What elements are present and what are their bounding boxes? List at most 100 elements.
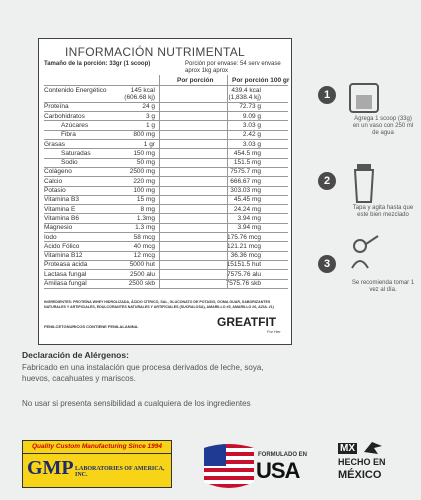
row-line	[44, 250, 288, 252]
per-100g: 151.5 mg	[233, 159, 261, 167]
row-line	[44, 213, 288, 215]
row-name: Carbohidratos	[44, 112, 85, 120]
gmp: GMP	[27, 457, 74, 479]
per-serving: 1.3 mg	[135, 224, 155, 232]
per-100g: 7575.76 skb	[225, 280, 261, 287]
per-serving: 150 mg	[133, 149, 155, 157]
per-100g: 7575.76 alu	[227, 270, 261, 278]
row-name: Magnesio	[44, 224, 73, 232]
brand: GREATFIT	[217, 315, 277, 329]
per-100g: 2.42 g	[242, 131, 261, 139]
row-name: Vitamina B6	[44, 214, 79, 222]
row-name: Saturadas	[61, 149, 91, 157]
col-divider	[227, 75, 228, 290]
servings: Porción por envase: 54 serv envase aprox…	[185, 61, 281, 74]
drink-icon	[351, 235, 379, 269]
row-line	[44, 269, 288, 271]
row-line	[44, 278, 288, 280]
per-100g: 3.94 mg	[237, 214, 262, 222]
per-100g: 454.5 mg	[233, 149, 261, 157]
mx: MX	[338, 443, 357, 454]
per-serving: 2500 skb	[128, 280, 155, 287]
row-line	[44, 241, 288, 243]
row-line	[44, 194, 288, 196]
row-line	[44, 232, 288, 233]
row-name: Amilasa fungal	[44, 280, 87, 287]
gmp-badge: Quality Custom Manufacturing Since 1994 …	[22, 440, 172, 488]
per-serving: 40 mcg	[133, 242, 155, 250]
per-serving: 1 g	[145, 121, 155, 129]
row-name: Vitamina B12	[44, 252, 83, 260]
per-100g: 45.45 mg	[233, 196, 261, 204]
per-serving: (606.68 kj)	[124, 94, 155, 101]
per-100g: 175.76 mcg	[227, 233, 261, 241]
step-text: Agrega 1 scoop (33g) en un vaso con 250 …	[352, 116, 414, 136]
row-name: Proteasa acida	[44, 261, 88, 269]
row-name: Proteína	[44, 103, 69, 111]
nutrition-label: INFORMACIÓN NUTRIMENTAL Tamaño de la por…	[38, 38, 292, 345]
label-title: INFORMACIÓN NUTRIMENTAL	[65, 45, 246, 59]
per-100g: (1,838.4 kj)	[228, 94, 261, 101]
per-100g: 3.94 mg	[237, 224, 262, 232]
usa-flag	[204, 444, 254, 488]
col-divider	[159, 75, 160, 290]
header: Por porción 100 gr	[232, 77, 290, 84]
step-number: 3	[318, 255, 336, 273]
step-number: 2	[318, 172, 336, 190]
row-line	[44, 148, 288, 150]
per-serving: 58 mcg	[133, 233, 155, 241]
row-name: Lactasa fungal	[44, 270, 87, 278]
serving-size: Tamaño de la porción: 33gr (1 scoop)	[44, 61, 151, 67]
cup-icon	[349, 83, 379, 113]
cup-icon	[356, 95, 372, 109]
step-number: 1	[318, 86, 336, 104]
usa-top: FORMULADO EN	[258, 452, 307, 458]
per-serving: 1.3mg	[136, 214, 155, 222]
row-line	[44, 185, 288, 187]
row-name: Sodio	[61, 159, 78, 167]
per-serving: 5000 hut	[129, 261, 155, 269]
row-line	[44, 259, 288, 261]
row-name: Grasas	[44, 140, 65, 148]
mx-bottom: MÉXICO	[338, 469, 382, 481]
per-100g: 7575.7 mg	[230, 168, 261, 176]
row-line	[44, 204, 288, 206]
row-line	[44, 176, 288, 178]
warning: FENILCETONURICOS CONTIENE FENILALANINA.	[44, 324, 139, 329]
per-serving: 220 mg	[133, 177, 155, 185]
per-100g: 24.24 mg	[233, 205, 261, 213]
per-100g: 303.03 mg	[230, 187, 261, 194]
step-text: Se recomienda tomar 1 vez al día.	[351, 280, 415, 293]
row-name: Vitamina E	[44, 205, 76, 213]
shaker-icon	[353, 169, 375, 203]
per-serving: 12 mcg	[133, 252, 155, 260]
row-line	[44, 85, 288, 86]
brand-sub: For Her	[267, 329, 281, 334]
mx-eagle	[364, 442, 382, 454]
per-100g: 3.03 g	[242, 121, 261, 129]
usa: USA	[256, 458, 300, 483]
row-name: Calcio	[44, 177, 63, 185]
row-line	[44, 287, 288, 289]
per-serving: 3 g	[145, 112, 155, 120]
per-serving: 2500 mg	[129, 168, 155, 176]
row-line	[44, 157, 288, 159]
row-line	[44, 120, 288, 122]
shaker-icon	[357, 164, 371, 170]
per-serving: 800 mg	[133, 131, 155, 139]
row-name: Fibra	[61, 131, 76, 139]
per-100g: 9.09 g	[242, 112, 261, 120]
row-name: Vitamina B3	[44, 196, 79, 204]
row-line	[44, 139, 288, 140]
per-serving: 50 mg	[136, 159, 155, 167]
per-serving: 1 gr	[143, 140, 155, 148]
header: Por porción	[177, 77, 214, 84]
per-serving: 100 mg	[133, 187, 155, 194]
gmp-top: Quality Custom Manufacturing Since 1994	[23, 441, 171, 454]
step-text: Tapa y agita hasta que este bien mezclad…	[352, 205, 414, 218]
per-100g: 15151.5 hut	[226, 261, 261, 269]
row-name: Iodo	[44, 233, 57, 241]
mx-top: HECHO EN	[338, 457, 386, 467]
per-serving: 15 mg	[136, 196, 155, 204]
